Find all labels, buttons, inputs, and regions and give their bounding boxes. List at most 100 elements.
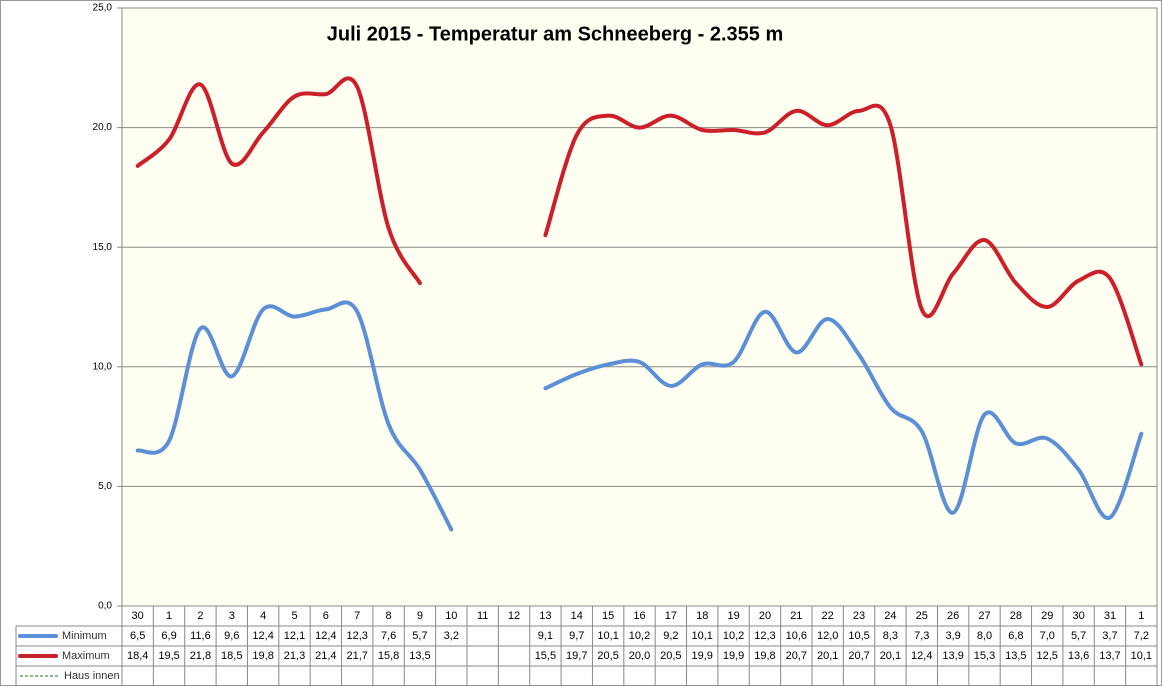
series-line xyxy=(543,103,1144,367)
plot-area xyxy=(121,7,1158,607)
data-label: 10,1 xyxy=(1131,650,1152,662)
data-label: 6,8 xyxy=(1008,630,1023,642)
data-label: 18,4 xyxy=(127,650,148,662)
data-label: 9,6 xyxy=(224,630,239,642)
data-label: 8,0 xyxy=(977,630,992,642)
data-label: 9,7 xyxy=(569,630,584,642)
data-label: 13,6 xyxy=(1068,650,1089,662)
data-label: 15,5 xyxy=(535,650,556,662)
x-tick-label: 12 xyxy=(508,610,520,622)
legend-label: Maximum xyxy=(62,650,110,662)
x-tick-label: 7 xyxy=(354,610,360,622)
x-tick-label: 26 xyxy=(947,610,959,622)
data-label: 9,2 xyxy=(663,630,678,642)
data-label: 13,7 xyxy=(1099,650,1120,662)
data-label: 7,2 xyxy=(1134,630,1149,642)
y-tick-label: 5,0 xyxy=(98,481,112,492)
data-label: 12,3 xyxy=(754,630,775,642)
data-label: 19,8 xyxy=(754,650,775,662)
x-tick-label: 31 xyxy=(1104,610,1116,622)
x-tick-label: 3 xyxy=(229,610,235,622)
x-tick-label: 15 xyxy=(602,610,614,622)
data-label: 18,5 xyxy=(221,650,242,662)
x-tick-label: 11 xyxy=(477,610,488,622)
data-label: 20,5 xyxy=(597,650,618,662)
x-tick-label: 9 xyxy=(417,610,423,622)
data-label: 7,3 xyxy=(914,630,929,642)
x-tick-label: 13 xyxy=(539,610,551,622)
data-label: 12,5 xyxy=(1037,650,1058,662)
legend-label: Haus innen xyxy=(64,670,120,682)
x-tick-label: 30 xyxy=(132,610,144,622)
x-tick-label: 22 xyxy=(822,610,834,622)
data-label: 5,7 xyxy=(412,630,427,642)
data-label: 10,1 xyxy=(597,630,618,642)
y-tick-label: 15,0 xyxy=(93,242,113,253)
y-tick-label: 20,0 xyxy=(93,122,113,133)
data-label: 12,0 xyxy=(817,630,838,642)
y-tick-label: 10,0 xyxy=(93,361,113,372)
data-label: 20,7 xyxy=(848,650,869,662)
data-label: 11,6 xyxy=(190,630,211,642)
x-tick-label: 21 xyxy=(790,610,802,622)
chart-title: Juli 2015 - Temperatur am Schneeberg - 2… xyxy=(327,23,783,45)
x-tick-label: 14 xyxy=(571,610,583,622)
data-label: 12,3 xyxy=(347,630,368,642)
data-label: 10,6 xyxy=(786,630,807,642)
x-tick-label: 29 xyxy=(1041,610,1053,622)
data-label: 15,3 xyxy=(974,650,995,662)
x-tick-label: 4 xyxy=(260,610,266,622)
x-tick-label: 23 xyxy=(853,610,865,622)
data-label: 15,8 xyxy=(378,650,399,662)
data-label: 13,5 xyxy=(409,650,430,662)
x-tick-label: 8 xyxy=(386,610,392,622)
x-tick-label: 10 xyxy=(445,610,457,622)
data-label: 19,5 xyxy=(158,650,179,662)
data-label: 19,9 xyxy=(723,650,744,662)
data-label: 19,7 xyxy=(566,650,587,662)
y-tick-label: 0,0 xyxy=(98,601,112,612)
x-tick-label: 27 xyxy=(978,610,990,622)
y-tick-label: 25,0 xyxy=(93,3,113,14)
data-label: 12,1 xyxy=(284,630,305,642)
data-label: 20,7 xyxy=(786,650,807,662)
data-label: 3,2 xyxy=(444,630,459,642)
data-label: 12,4 xyxy=(252,630,273,642)
x-tick-label: 6 xyxy=(323,610,329,622)
series-line xyxy=(135,300,454,532)
data-label: 9,1 xyxy=(538,630,553,642)
data-label: 13,5 xyxy=(1005,650,1026,662)
x-tick-label: 24 xyxy=(884,610,896,622)
data-label: 19,9 xyxy=(692,650,713,662)
data-label: 7,0 xyxy=(1040,630,1055,642)
x-tick-label: 18 xyxy=(696,610,708,622)
data-label: 10,5 xyxy=(848,630,869,642)
data-label: 10,2 xyxy=(629,630,650,642)
data-label: 19,8 xyxy=(252,650,273,662)
data-label: 20,5 xyxy=(660,650,681,662)
data-label: 3,7 xyxy=(1102,630,1117,642)
x-tick-label: 28 xyxy=(1010,610,1022,622)
legend-label: Minimum xyxy=(62,630,107,642)
data-label: 10,2 xyxy=(723,630,744,642)
data-label: 12,4 xyxy=(315,630,336,642)
x-tick-label: 1 xyxy=(1138,610,1144,622)
x-tick-label: 1 xyxy=(166,610,172,622)
data-label: 20,0 xyxy=(629,650,650,662)
x-tick-label: 5 xyxy=(291,610,297,622)
data-label: 21,8 xyxy=(190,650,211,662)
data-label: 20,1 xyxy=(817,650,838,662)
x-tick-label: 16 xyxy=(633,610,645,622)
series-line xyxy=(135,76,422,286)
data-label: 21,3 xyxy=(284,650,305,662)
data-label: 7,6 xyxy=(381,630,396,642)
x-tick-label: 17 xyxy=(665,610,677,622)
x-tick-label: 25 xyxy=(916,610,928,622)
data-label: 12,4 xyxy=(911,650,932,662)
data-label: 6,9 xyxy=(161,630,176,642)
data-label: 13,9 xyxy=(942,650,963,662)
data-label: 5,7 xyxy=(1071,630,1086,642)
data-label: 3,9 xyxy=(945,630,960,642)
series-line xyxy=(543,309,1144,520)
